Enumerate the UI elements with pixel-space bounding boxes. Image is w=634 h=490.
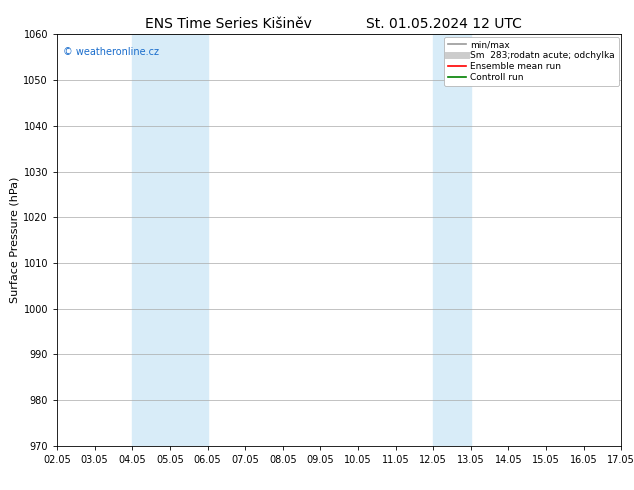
Text: ENS Time Series Kišiněv: ENS Time Series Kišiněv bbox=[145, 17, 312, 31]
Bar bbox=[133, 34, 207, 446]
Y-axis label: Surface Pressure (hPa): Surface Pressure (hPa) bbox=[10, 177, 19, 303]
Bar bbox=[433, 34, 471, 446]
Legend: min/max, Sm  283;rodatn acute; odchylka, Ensemble mean run, Controll run: min/max, Sm 283;rodatn acute; odchylka, … bbox=[444, 37, 619, 86]
Text: © weatheronline.cz: © weatheronline.cz bbox=[63, 47, 158, 57]
Text: St. 01.05.2024 12 UTC: St. 01.05.2024 12 UTC bbox=[366, 17, 522, 31]
